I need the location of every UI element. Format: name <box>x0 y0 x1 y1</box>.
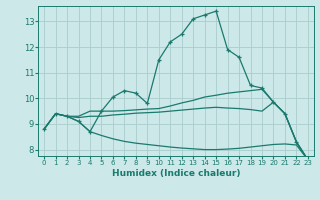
X-axis label: Humidex (Indice chaleur): Humidex (Indice chaleur) <box>112 169 240 178</box>
